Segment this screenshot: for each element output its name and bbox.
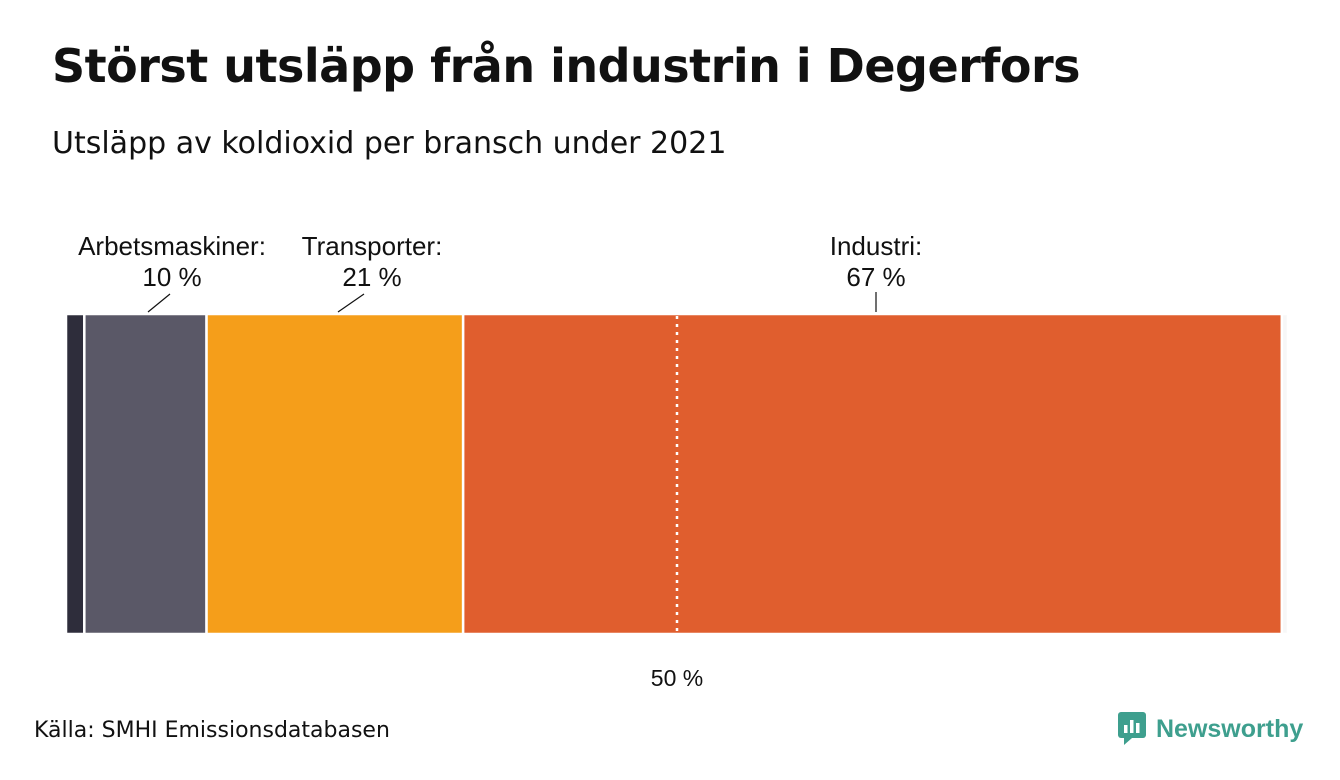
label-name-arbetsmaskiner: Arbetsmaskiner: [78,231,266,261]
brand-logo: Newsworthy [1118,712,1303,746]
newsworthy-chart-icon [1118,712,1146,745]
label-value-transporter: 21 % [342,262,401,292]
brand-name: Newsworthy [1156,714,1304,743]
label-value-industri: 67 % [846,262,905,292]
bar-segments [64,312,1290,636]
leader-line-transporter [337,293,365,313]
label-value-arbetsmaskiner: 10 % [142,262,201,292]
chart-title: Störst utsläpp från industrin i Degerfor… [52,39,1081,93]
label-name-transporter: Transporter: [302,231,443,261]
bar-transporter [205,312,465,636]
reference-line-group: 50 % [651,316,703,691]
chart-subtitle: Utsläpp av koldioxid per bransch under 2… [52,126,727,161]
reference-line-label: 50 % [651,665,703,691]
bar-segment-4 [1280,312,1290,636]
bar-arbetsmaskiner [83,312,208,636]
leader-line-arbetsmaskiner [147,293,171,313]
segment-labels: Arbetsmaskiner:10 % Transporter:21 % Indus… [78,231,923,313]
bar-segment-0 [64,312,86,636]
bar-industri [461,312,1284,636]
label-name-industri: Industri: [830,231,923,261]
source-note: Källa: SMHI Emissionsdatabasen [34,718,390,743]
